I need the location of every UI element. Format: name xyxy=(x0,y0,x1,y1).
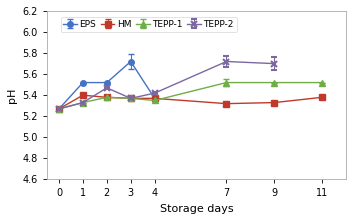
X-axis label: Storage days: Storage days xyxy=(160,204,233,214)
Legend: EPS, HM, TEPP-1, TEPP-2: EPS, HM, TEPP-1, TEPP-2 xyxy=(60,17,237,32)
Y-axis label: pH: pH xyxy=(7,88,17,103)
